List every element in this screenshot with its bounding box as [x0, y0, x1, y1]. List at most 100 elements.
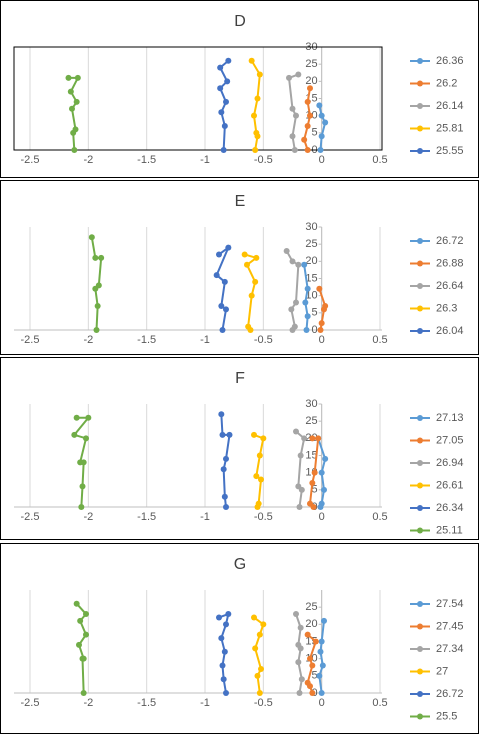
data-point [220, 466, 227, 473]
data-point [220, 676, 227, 683]
data-point [251, 112, 257, 119]
legend-label: 25.55 [436, 145, 464, 157]
data-point [85, 414, 92, 421]
data-point [252, 278, 259, 285]
x-tick-label: -1.5 [137, 697, 156, 709]
data-point [223, 306, 229, 313]
legend-label: 25.5 [436, 710, 457, 722]
data-point [221, 278, 228, 285]
y-tick-label: 5 [312, 127, 318, 139]
x-tick-label: -0.5 [254, 511, 273, 523]
data-point [254, 672, 261, 679]
x-tick-label: -1.5 [137, 334, 156, 346]
data-point [220, 147, 227, 153]
data-point [73, 98, 80, 105]
legend-label: 27.05 [436, 434, 464, 446]
x-tick-label: 0 [319, 334, 325, 346]
legend-marker [417, 125, 423, 132]
panel-border [0, 180, 479, 355]
y-tick-label: 30 [305, 221, 317, 233]
data-point [223, 690, 229, 696]
data-point [318, 320, 325, 327]
data-point [248, 57, 255, 64]
data-point [218, 411, 225, 418]
data-point [253, 254, 260, 261]
data-point [92, 254, 99, 261]
data-point [317, 648, 324, 655]
data-point [321, 306, 327, 313]
data-point [307, 85, 313, 92]
data-point [291, 147, 298, 153]
data-point [317, 327, 324, 333]
data-point [223, 98, 229, 105]
x-tick-label: -1 [200, 511, 210, 523]
legend-marker [417, 713, 423, 720]
legend-marker [417, 482, 423, 489]
y-tick-label: 0 [312, 324, 318, 336]
legend-marker [417, 103, 423, 109]
data-point [256, 452, 263, 459]
data-point [73, 600, 80, 607]
y-tick-label: 25 [305, 601, 317, 613]
data-point [315, 435, 322, 442]
data-point [77, 617, 84, 624]
data-point [80, 690, 87, 696]
data-point [318, 133, 325, 140]
data-point [247, 327, 254, 333]
y-tick-label: 25 [305, 238, 317, 250]
data-point [307, 683, 313, 690]
legend-marker [417, 623, 423, 630]
legend-marker [417, 148, 423, 154]
data-point [83, 435, 89, 442]
legend-marker [417, 328, 423, 334]
legend-label: 26.36 [436, 55, 464, 67]
data-point [248, 292, 255, 299]
data-point [293, 112, 299, 119]
data-point [293, 428, 299, 435]
data-point [218, 635, 225, 642]
data-point [70, 129, 77, 136]
legend-label: 27.34 [436, 643, 464, 655]
x-tick-label: -0.5 [254, 154, 273, 166]
x-tick-label: -2.5 [21, 334, 40, 346]
data-point [216, 251, 222, 258]
data-point [304, 98, 311, 105]
legend-label: 27.13 [436, 412, 464, 424]
data-point [254, 133, 261, 140]
data-point [301, 136, 308, 143]
data-point [76, 641, 82, 648]
legend-marker [417, 527, 423, 534]
data-point [251, 614, 257, 621]
data-point [301, 435, 308, 442]
x-tick-label: 0 [319, 154, 325, 166]
data-point [256, 631, 263, 638]
data-point [217, 64, 224, 71]
data-point [224, 78, 231, 85]
data-point [226, 431, 233, 438]
chart-title: D [234, 13, 246, 30]
x-tick-label: -1.5 [137, 511, 156, 523]
data-point [309, 662, 316, 669]
data-point [304, 122, 311, 129]
data-point [221, 122, 228, 129]
data-point [304, 147, 311, 153]
data-point [225, 57, 232, 64]
data-point [78, 504, 85, 510]
data-point [293, 299, 299, 306]
legend-label: 26.34 [436, 502, 464, 514]
data-point [289, 105, 296, 112]
data-point [321, 617, 327, 624]
x-tick-label: -1.5 [137, 154, 156, 166]
data-point [251, 431, 257, 438]
data-point [79, 483, 86, 490]
data-point [316, 102, 323, 109]
panel-border [0, 0, 479, 178]
data-point [225, 611, 232, 618]
legend-label: 26.88 [436, 257, 464, 269]
data-point [92, 285, 99, 292]
data-point [223, 455, 229, 462]
data-point [318, 112, 325, 119]
data-point [283, 248, 290, 255]
data-point [321, 486, 327, 493]
x-tick-label: -2.5 [21, 511, 40, 523]
